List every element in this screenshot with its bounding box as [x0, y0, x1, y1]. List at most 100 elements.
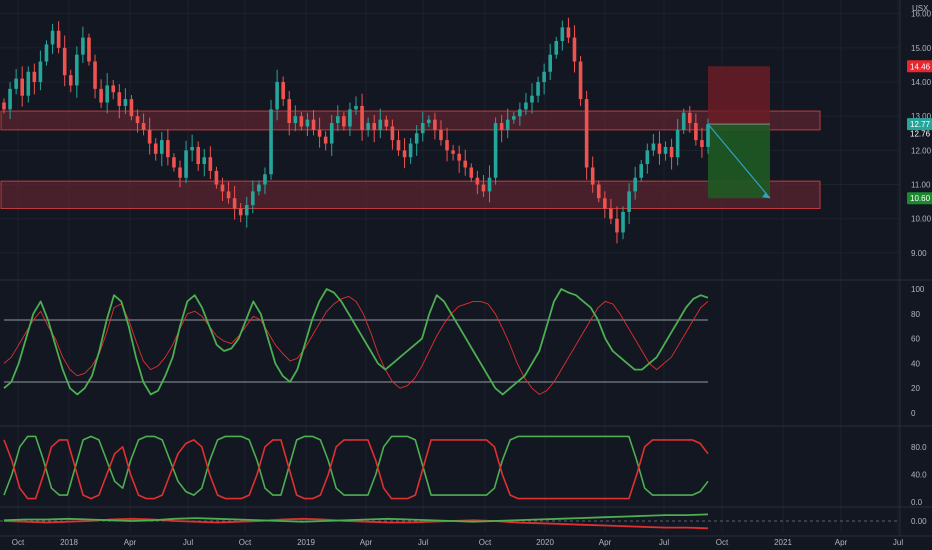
support-resistance-zones [0, 110, 821, 209]
time-tick-label: Jul [418, 538, 428, 547]
osc2-tick-label: 40.0 [911, 470, 927, 479]
candle-body [323, 136, 328, 144]
time-tick-label: Jul [183, 538, 193, 547]
candle-body [44, 44, 49, 62]
pane-separators[interactable] [0, 0, 932, 537]
oscillator-panel-1 [3, 288, 709, 396]
candle-body [81, 37, 85, 55]
price-tick-label: 9.00 [911, 249, 927, 258]
candle-body [548, 54, 553, 72]
candle-body [511, 116, 516, 120]
candle-body [372, 123, 377, 130]
candle-body [487, 177, 492, 192]
candle-body [554, 41, 559, 55]
candle-body [463, 160, 468, 168]
candle-body [159, 140, 164, 154]
candle-body [645, 150, 650, 165]
candle-body [238, 208, 243, 216]
candle-body [141, 123, 146, 130]
candle-body [93, 61, 97, 89]
osc3-red-line [3, 517, 709, 530]
candle-body [257, 184, 261, 192]
candle-body [687, 112, 692, 124]
candle-body [348, 109, 352, 127]
time-axis[interactable]: Oct 2018 Apr Jul Oct 2019 Apr Jul Oct 2020 Apr Jul O… [12, 538, 904, 547]
time-tick-label: Oct [716, 538, 729, 547]
price-tag-background [907, 192, 932, 205]
candle-body [329, 123, 334, 144]
candle-body [172, 157, 176, 168]
candle-body [275, 82, 279, 110]
candle-body [214, 170, 219, 185]
candle-body [408, 143, 413, 158]
candle-body [420, 123, 425, 134]
osc1-tick-label: 60 [911, 335, 920, 344]
candle-body [439, 129, 443, 141]
candle-body [87, 37, 91, 62]
candle-body [244, 205, 249, 216]
price-tag-label: 14.46 [910, 62, 931, 71]
candle-body [202, 157, 207, 165]
osc1-tick-label: 40 [911, 359, 920, 368]
candle-body [590, 167, 595, 185]
projection-arrow-line [707, 123, 771, 199]
candle-body [317, 129, 322, 137]
currency-label: USX [912, 4, 929, 13]
candle-body [147, 129, 152, 144]
candle-body [560, 27, 565, 42]
candle-body [475, 177, 480, 185]
candle-body [669, 146, 674, 158]
candle-body [694, 123, 698, 141]
candle-body [184, 150, 188, 178]
candle-body [50, 30, 55, 45]
candle-body [105, 85, 109, 103]
price-tick-label: 12.00 [911, 146, 932, 155]
candle-body [360, 105, 364, 130]
price-tag-label: 12.77 [910, 120, 931, 129]
time-tick-label: 2021 [774, 538, 792, 547]
stop-loss-area [708, 66, 770, 125]
candle-body [481, 184, 486, 192]
osc1-tick-label: 100 [911, 285, 925, 294]
time-tick-label: Jul [659, 538, 669, 547]
candle-body [117, 92, 122, 106]
candle-body [129, 99, 134, 117]
candle-body [366, 123, 370, 130]
candle-body [196, 146, 201, 165]
osc3-green-line [3, 513, 709, 523]
candle-body [14, 78, 18, 89]
candle-body [26, 71, 31, 96]
time-tick-label: Apr [124, 538, 137, 547]
time-tick-label: 2018 [60, 538, 78, 547]
candle-body [384, 119, 389, 127]
candle-body [524, 102, 528, 110]
candle-body [56, 30, 61, 48]
price-tick-label: 10.00 [911, 215, 932, 224]
candle-body [75, 54, 79, 86]
candle-body [414, 133, 419, 144]
candle-body [178, 167, 182, 178]
candle-body [433, 119, 437, 130]
time-tick-label: Jul [893, 538, 903, 547]
time-tick-label: 2019 [297, 538, 315, 547]
candle-body [220, 184, 225, 192]
candle-body [287, 99, 292, 124]
short-position-tool[interactable] [707, 66, 771, 199]
candle-body [681, 112, 686, 130]
candle-body [505, 119, 510, 130]
candle-body [293, 116, 298, 124]
candle-body [20, 78, 25, 96]
candle-body [572, 37, 577, 62]
candle-body [621, 211, 625, 233]
candle-body [639, 164, 644, 178]
time-tick-label: Apr [360, 538, 373, 547]
candle-body [226, 191, 231, 199]
time-tick-label: Oct [239, 538, 252, 547]
candle-body [263, 174, 267, 185]
price-axis[interactable]: 16.00 15.00 14.00 13.00 12.00 11.00 10.00 9.00 [911, 10, 932, 258]
candle-body [68, 75, 73, 86]
osc2-tick-label: 80.0 [911, 443, 927, 452]
candle-body [603, 198, 607, 209]
